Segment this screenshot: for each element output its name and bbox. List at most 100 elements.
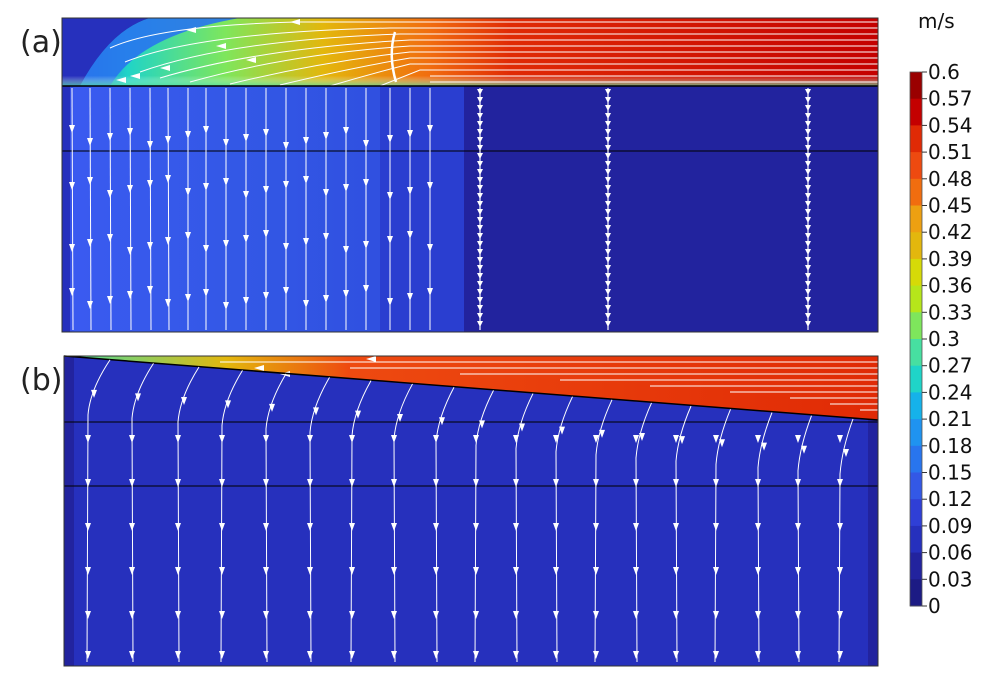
panel-a-dense-arrow — [605, 233, 611, 239]
panel-b-streamline-arrow — [513, 611, 519, 619]
panel-a-dense-arrow — [805, 313, 811, 319]
panel-a-streamline-arrow — [323, 233, 329, 241]
panel-a-dense-arrow — [605, 241, 611, 247]
panel-a-dense-arrow — [605, 305, 611, 311]
panel-a-dense-arrow — [605, 281, 611, 287]
colorbar-swatch — [910, 152, 922, 180]
panel-a-dense-arrow — [805, 289, 811, 295]
panel-b-streamline-arrow — [473, 567, 479, 575]
panel-b-streamline-arrow — [307, 479, 313, 487]
colorbar-swatch — [910, 285, 922, 313]
panel-a-streamline-arrow — [363, 179, 369, 187]
panel-b-streamline-arrow — [391, 479, 397, 487]
panel-a-dense-arrow — [477, 177, 483, 183]
panel-b-streamline-arrow — [391, 651, 397, 659]
colorbar-tick-label: 0.51 — [928, 140, 973, 164]
panel-a-dense-arrow — [605, 257, 611, 263]
panel-a-dense-arrow — [477, 169, 483, 175]
panel-a-dense-arrow — [805, 177, 811, 183]
panel-a-dense-arrow — [477, 113, 483, 119]
panel-a-streamline-arrow — [165, 175, 171, 183]
panel-a-streamline-arrow — [387, 135, 393, 143]
panel-a-edge-left — [62, 86, 70, 332]
panel-b-edge-left — [64, 356, 74, 666]
colorbar-swatch — [910, 205, 922, 233]
panel-a-dense-arrow — [477, 89, 483, 95]
panel-b-streamline-arrow — [85, 611, 91, 619]
panel-a-dense-arrow — [805, 89, 811, 95]
panel-b-streamline-arrow — [795, 479, 801, 487]
panel-b-streamline-arrow — [755, 567, 761, 575]
panel-a-dense-arrow — [605, 217, 611, 223]
panel-a-streamline-arrow — [407, 187, 413, 195]
colorbar-tick-label: 0.3 — [928, 327, 960, 351]
panel-a-dense-arrow — [805, 185, 811, 191]
panel-a-dense-arrow — [477, 289, 483, 295]
panel-b-streamline-arrow — [349, 611, 355, 619]
panel-a-streamline-arrow — [203, 245, 209, 253]
panel-a-dense-arrow — [605, 209, 611, 215]
panel-a-label: (a) — [20, 25, 62, 60]
panel-a-dense-arrow — [477, 321, 483, 327]
panel-a-streamline-arrow — [87, 177, 93, 185]
panel-a-dense-arrow — [605, 265, 611, 271]
panel-b-streamline-arrow — [263, 611, 269, 619]
panel-a-dense-arrow — [805, 257, 811, 263]
panel-a-dense-arrow — [477, 105, 483, 111]
panel-b-streamline-arrow — [479, 420, 485, 429]
panel-a-streamline-arrow — [283, 142, 289, 150]
panel-a-streamline-arrow — [387, 236, 393, 244]
panel-a-streamline-arrow — [263, 230, 269, 238]
panel-a-dense-arrow — [605, 105, 611, 111]
panel-b-streamline-arrow — [129, 611, 135, 619]
panel-a-streamline-arrow — [127, 247, 133, 255]
colorbar-swatch — [910, 312, 922, 340]
panel-a-dense-arrow — [477, 265, 483, 271]
panel-b-streamline-arrow — [795, 611, 801, 619]
panel-b-streamline-arrow — [433, 435, 439, 443]
panel-a-dense-arrow — [477, 225, 483, 231]
panel-a-dense-arrow — [477, 209, 483, 215]
panel-a-streamline-arrow — [427, 125, 433, 133]
panel-a-streamline-arrow — [283, 287, 289, 295]
panel-b-streamline-arrow — [263, 435, 269, 443]
panel-b-streamline-arrow — [593, 479, 599, 487]
panel-b-label: (b) — [20, 363, 62, 398]
colorbar-tick-label: 0.21 — [928, 407, 973, 431]
panel-a-dense-arrow — [477, 121, 483, 127]
panel-a-dense-arrow — [605, 249, 611, 255]
panel-a-streamline-arrow — [343, 290, 349, 298]
panel-b-streamline-arrow — [593, 523, 599, 531]
panel-b-streamline-arrow — [175, 567, 181, 575]
panel-b-streamline-arrow — [795, 523, 801, 531]
colorbar-swatch — [910, 472, 922, 500]
panel-b-streamline-arrow — [473, 435, 479, 443]
panel-a-dense-arrow — [805, 153, 811, 159]
colorbar-tick-label: 0.27 — [928, 354, 973, 378]
colorbar-swatch — [910, 339, 922, 367]
panel-b-streamline-arrow — [129, 651, 135, 659]
panel-a-dense-arrow — [477, 137, 483, 143]
panel-a-dense-arrow — [605, 113, 611, 119]
panel-b-streamline-arrow — [391, 435, 397, 443]
panel-b-streamline-arrow — [85, 479, 91, 487]
colorbar-tick-label: 0.54 — [928, 113, 973, 137]
panel-a-streamline-arrow — [323, 295, 329, 303]
panel-a-dense-arrow — [805, 225, 811, 231]
panel-a-streamline — [167, 87, 170, 331]
panel-a-dense-arrow — [605, 273, 611, 279]
panel-b-streamline-arrow — [553, 611, 559, 619]
panel-a-dense-arrow — [805, 137, 811, 143]
panel-a-dense-arrow — [477, 145, 483, 151]
panel-a-streamline-arrow — [203, 289, 209, 297]
panel-a-dense-arrow — [605, 201, 611, 207]
panel-a-streamline-arrow — [69, 288, 75, 296]
panel-b-streamline-arrow — [599, 429, 605, 438]
panel-a-dense-arrow — [805, 249, 811, 255]
panel-b-streamline-arrow — [593, 435, 599, 443]
panel-a-streamline-arrow — [165, 299, 171, 307]
panel-a-streamline-arrow — [147, 141, 153, 149]
panel-a-dense-arrow — [805, 321, 811, 327]
colorbar-tick-label: 0.18 — [928, 434, 973, 458]
colorbar-unit: m/s — [918, 9, 955, 33]
